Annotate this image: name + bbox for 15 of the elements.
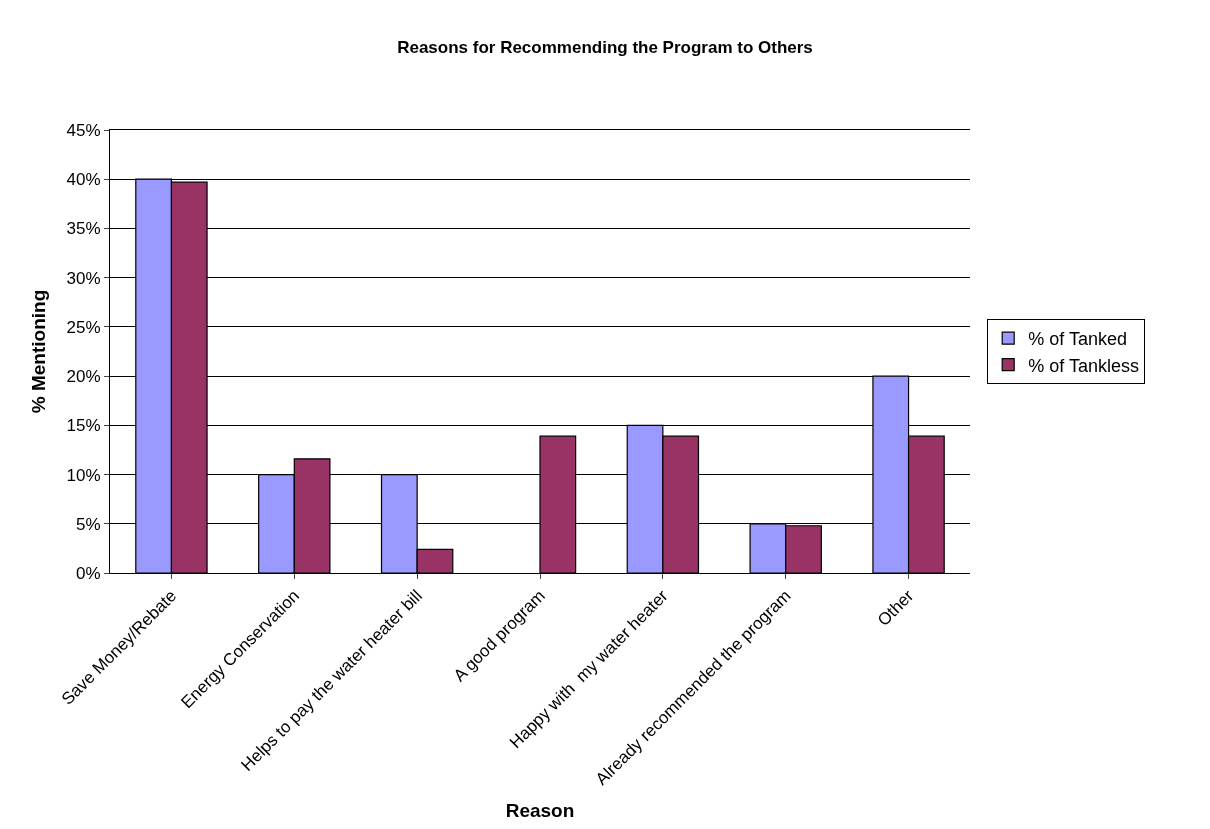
x-axis-title: Reason — [505, 799, 575, 821]
y-tick-label: 10% — [66, 465, 101, 485]
y-tick-label: 20% — [66, 367, 101, 387]
y-tick-label: 15% — [66, 416, 101, 436]
y-tick-label: 25% — [66, 317, 101, 337]
legend-label: % of Tanked — [1028, 329, 1127, 350]
chart-title: Reasons for Recommending the Program to Others — [397, 38, 813, 58]
y-tick-label: 35% — [66, 219, 101, 239]
y-tick-label: 5% — [76, 514, 101, 534]
y-tick-label: 0% — [76, 563, 101, 583]
y-tick-label: 30% — [66, 268, 101, 288]
y-tick-label: 40% — [66, 170, 101, 190]
y-axis-title: % Mentioning — [28, 289, 50, 414]
legend-label: % of Tankless — [1028, 355, 1139, 376]
y-tick-label: 45% — [66, 120, 101, 140]
